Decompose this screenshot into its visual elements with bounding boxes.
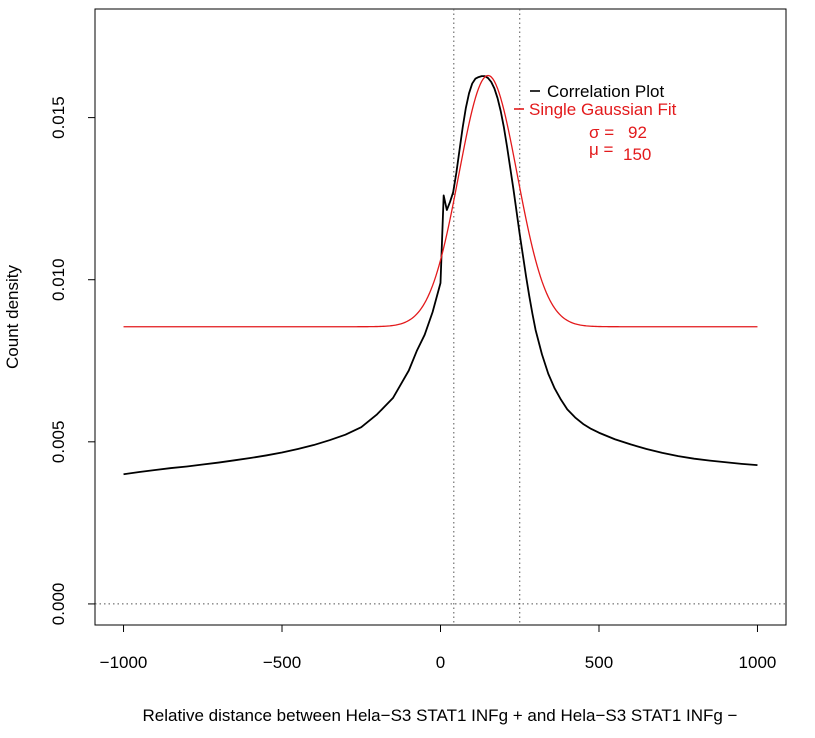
- y-axis-label: Count density: [3, 265, 22, 369]
- y-tick-label: 0.015: [49, 96, 68, 139]
- reference-lines: [95, 9, 786, 625]
- y-axis: 0.000 0.005 0.010 0.015: [49, 96, 96, 626]
- series-line-single-gaussian-fit: [123, 74, 758, 328]
- x-axis-label: Relative distance between Hela−S3 STAT1 …: [143, 706, 738, 725]
- legend-label-gaussian: Single Gaussian Fit: [529, 100, 677, 119]
- plot-frame: [94, 8, 787, 626]
- series-line-correlation-plot: [123, 75, 758, 476]
- y-tick-label: 0.010: [49, 258, 68, 301]
- mu-symbol: μ =: [589, 140, 614, 159]
- x-tick-label: −500: [263, 653, 301, 672]
- x-tick-label: 500: [585, 653, 613, 672]
- legend: Correlation Plot Single Gaussian Fit σ =…: [514, 82, 677, 164]
- y-tick-label: 0.000: [49, 583, 68, 626]
- y-tick-label: 0.005: [49, 421, 68, 464]
- mu-value: 150: [623, 145, 651, 164]
- x-axis: −1000 −500 0 500 1000: [100, 624, 777, 672]
- x-tick-label: 0: [436, 653, 445, 672]
- x-tick-label: −1000: [100, 653, 148, 672]
- sigma-value: 92: [628, 123, 647, 142]
- sigma-symbol: σ =: [589, 123, 614, 142]
- x-tick-label: 1000: [739, 653, 777, 672]
- series-layer: [123, 74, 758, 476]
- legend-label-correlation: Correlation Plot: [547, 82, 664, 101]
